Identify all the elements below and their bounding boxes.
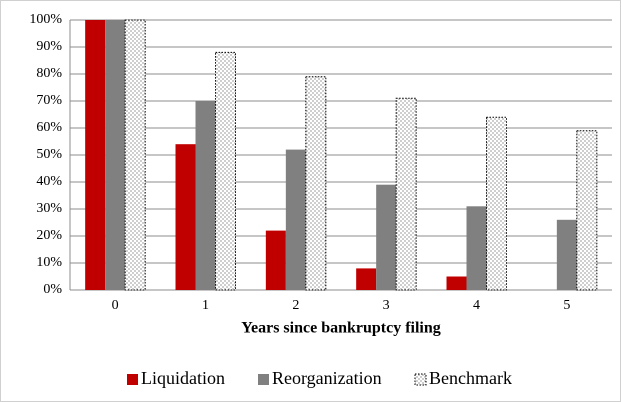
y-tick-label: 80% xyxy=(36,66,62,81)
bar xyxy=(556,219,577,290)
bar xyxy=(195,101,216,290)
bar xyxy=(265,230,286,290)
y-tick-label: 70% xyxy=(36,93,62,108)
y-tick-label: 60% xyxy=(36,120,62,135)
legend-swatch xyxy=(414,373,427,386)
legend-swatch xyxy=(127,374,138,385)
y-tick-label: 0% xyxy=(43,282,62,297)
legend-swatch xyxy=(258,374,269,385)
x-tick-label: 4 xyxy=(473,298,480,313)
bar xyxy=(215,51,236,291)
y-tick-label: 100% xyxy=(29,12,62,27)
y-tick-label: 30% xyxy=(36,201,62,216)
legend-label: Liquidation xyxy=(141,368,225,388)
bar xyxy=(85,20,106,290)
bar xyxy=(124,19,146,291)
x-tick-label: 5 xyxy=(563,298,570,313)
x-tick-label: 2 xyxy=(292,298,299,313)
x-tick-label: 0 xyxy=(112,298,119,313)
x-axis-label: Years since bankruptcy filing xyxy=(241,320,441,337)
bar xyxy=(576,130,598,291)
y-tick-label: 40% xyxy=(36,174,62,189)
bar xyxy=(376,184,397,290)
bar xyxy=(175,144,196,290)
bar xyxy=(305,76,327,291)
bar xyxy=(356,268,377,290)
bar xyxy=(486,116,507,291)
bar xyxy=(105,20,126,290)
bar xyxy=(446,276,467,290)
y-tick-label: 50% xyxy=(36,147,62,162)
x-tick-label: 1 xyxy=(202,298,209,313)
bar xyxy=(285,149,306,290)
legend-label: Reorganization xyxy=(272,368,382,388)
bar xyxy=(466,206,487,290)
y-tick-label: 20% xyxy=(36,228,62,243)
y-tick-label: 10% xyxy=(36,255,62,270)
x-tick-label: 3 xyxy=(383,298,390,313)
legend-label: Benchmark xyxy=(429,368,512,388)
y-tick-label: 90% xyxy=(36,39,62,54)
bar xyxy=(395,97,417,291)
